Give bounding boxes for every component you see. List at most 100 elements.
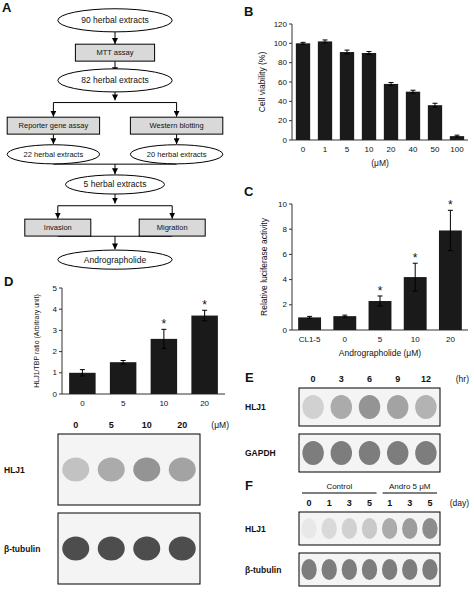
band (362, 559, 377, 580)
error-bar (80, 370, 85, 376)
error-bar (345, 50, 350, 54)
error-cap (411, 93, 416, 94)
lane-label: 5 (427, 498, 432, 508)
significance-mark: * (448, 198, 453, 212)
y-axis (292, 204, 293, 330)
flow-node (58, 69, 172, 92)
band (98, 537, 125, 561)
significance-mark: * (202, 298, 207, 312)
error-cap (307, 316, 312, 317)
panel-label: F (245, 478, 253, 493)
error-cap (448, 250, 453, 251)
row-label: HLJ1 (245, 524, 266, 534)
band (133, 458, 160, 482)
flow-arrow (115, 194, 116, 204)
bar (362, 53, 376, 140)
flow-label: 20 herbal extracts (147, 150, 207, 159)
x-tick-label: 0 (80, 399, 85, 408)
panel-label: A (2, 0, 12, 15)
error-bar (307, 316, 312, 318)
blot: FControlAndro 5 μM0135135(day)HLJ1β-tubu… (245, 478, 469, 586)
error-cap (378, 306, 383, 307)
significance-mark: * (378, 284, 383, 298)
membrane (299, 512, 440, 545)
band (382, 559, 397, 580)
error-cap (121, 360, 126, 361)
flow-label: 5 herbal extracts (84, 179, 147, 189)
bar-panel: 02040608010012001510204050100Cell viabil… (244, 4, 468, 168)
x-tick-label: 0 (301, 145, 306, 154)
error-cap (121, 363, 126, 364)
y-tick-label: 3 (53, 326, 58, 335)
bar (318, 41, 332, 140)
flow-label: Invasion (44, 223, 72, 232)
lane-label: 1 (387, 498, 392, 508)
panel-label: B (244, 4, 253, 19)
error-cap (345, 53, 350, 54)
error-stem (347, 50, 348, 54)
bar (296, 43, 310, 140)
error-cap (80, 369, 85, 370)
band (382, 518, 397, 539)
flow-label: Western blotting (150, 121, 204, 130)
error-bar (411, 90, 416, 93)
x-tick-label: 10 (159, 399, 168, 408)
flow-line (58, 205, 172, 206)
flow-step (130, 117, 222, 134)
y-tick-label: 0 (53, 390, 58, 399)
flow-node (58, 9, 172, 32)
band (359, 441, 380, 465)
error-cap (411, 90, 416, 91)
bar-panel: 012345051020**HLJ1/TBP ratio (Arbitrary … (4, 274, 225, 408)
x-tick-label: 100 (450, 145, 464, 154)
error-stem (82, 370, 83, 376)
y-tick-label: 120 (274, 20, 288, 29)
y-tick-label: 5 (53, 284, 58, 293)
x-tick-label: 10 (365, 145, 374, 154)
bar (406, 92, 420, 140)
band (62, 537, 89, 561)
band (98, 458, 125, 482)
error-cap (307, 318, 312, 319)
y-tick-label: 8 (283, 225, 288, 234)
error-bar (389, 82, 394, 85)
flow-arrow (115, 164, 116, 174)
band (301, 559, 316, 580)
group-header: Andro 5 μM (389, 482, 431, 491)
flow-label: MTT assay (97, 48, 134, 57)
flow-step (25, 219, 91, 236)
error-cap (433, 103, 438, 104)
error-cap (389, 85, 394, 86)
bar (428, 105, 442, 140)
y-axis (62, 288, 63, 394)
error-bar (121, 361, 126, 364)
band (422, 559, 437, 580)
flow-arrow (115, 92, 116, 101)
band (302, 395, 323, 419)
flow-arrow (53, 134, 54, 144)
bar (384, 84, 398, 140)
group-overline (383, 493, 437, 494)
band (169, 458, 196, 482)
significance-mark: * (162, 317, 167, 331)
error-cap (202, 320, 207, 321)
blot: E036912(hr)HLJ1GAPDH (245, 370, 469, 472)
bar (191, 316, 217, 394)
flow-step (7, 117, 99, 134)
x-tick-label: 20 (200, 399, 209, 408)
y-tick-label: 0 (283, 136, 288, 145)
flow-arrow (115, 236, 116, 249)
x-tick-label: 20 (446, 335, 455, 344)
band (62, 458, 89, 482)
group-header: Control (326, 482, 352, 491)
flow-label: 22 herbal extracts (24, 150, 84, 159)
error-bar (323, 40, 328, 43)
flow-arrow (57, 206, 58, 219)
panel-label: E (245, 370, 254, 385)
bars (69, 310, 218, 394)
x-tick-label: 1 (323, 145, 328, 154)
flow-arrow (176, 134, 177, 144)
x-tick-label: 0 (343, 335, 348, 344)
flow-node (66, 175, 165, 194)
error-bar (433, 103, 438, 107)
